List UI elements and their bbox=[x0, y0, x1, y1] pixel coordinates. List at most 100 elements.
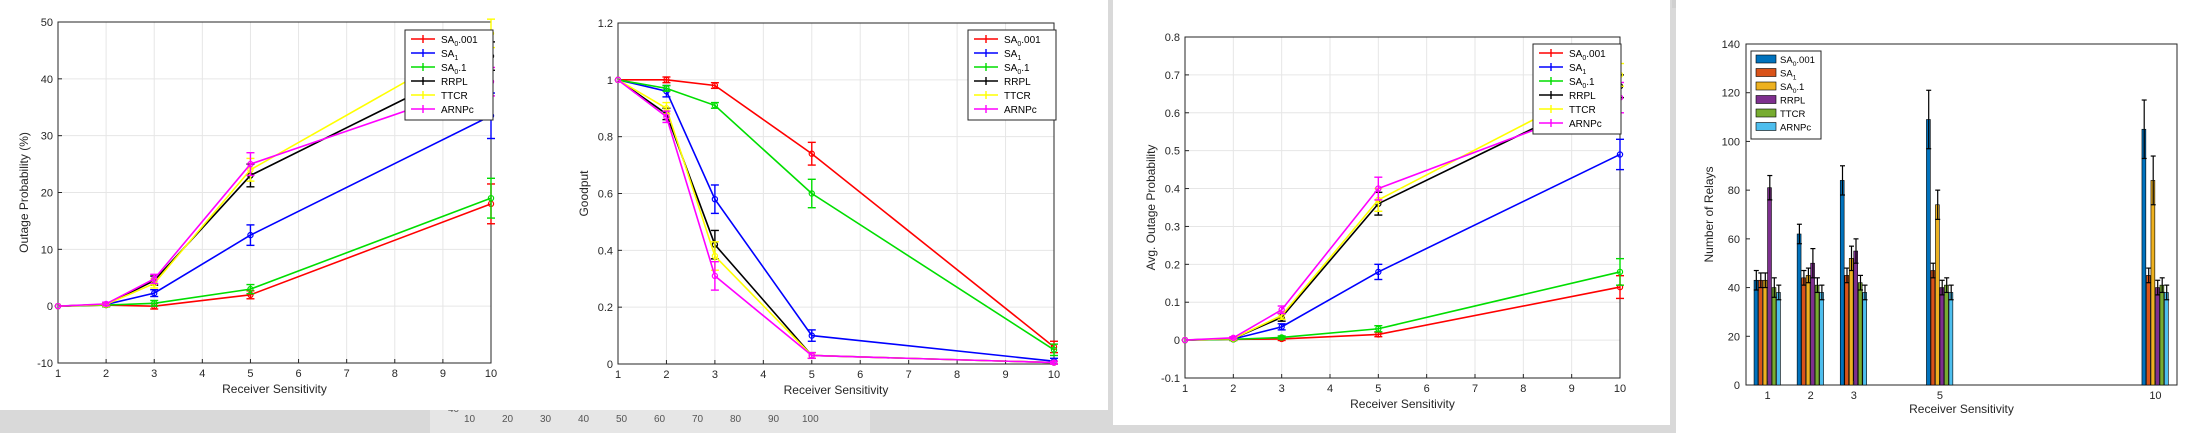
x-tick-label: 8 bbox=[954, 369, 960, 381]
y-tick-label: 0.4 bbox=[598, 245, 613, 257]
bar bbox=[1862, 292, 1867, 386]
legend-label: ARNPc bbox=[1004, 105, 1037, 116]
legend-label: RRPL bbox=[441, 77, 468, 88]
data-point bbox=[663, 113, 670, 120]
data-point bbox=[808, 352, 815, 359]
chart-panel-avg-outage-probability: 1 2 3 4 5 6 7 8 9 10 -0.1 0 0.1 0.2 0.3 0.4 0.5 0.6 0.7 0.8… bbox=[1113, 0, 1670, 425]
data-point bbox=[1181, 336, 1189, 344]
x-axis-label: Receiver Sensitivity bbox=[784, 383, 889, 397]
data-point bbox=[1278, 334, 1285, 341]
data-point bbox=[711, 252, 719, 260]
data-point bbox=[247, 285, 254, 293]
legend-suffix: .001 bbox=[458, 35, 478, 46]
legend-label: SA0.1 bbox=[1569, 77, 1595, 90]
legend-label: ARNPc bbox=[1569, 119, 1602, 130]
legend-label: SA1 bbox=[1569, 63, 1586, 76]
y-tick-label: 0.1 bbox=[1165, 297, 1180, 309]
legend-label: SA0.1 bbox=[1004, 63, 1030, 76]
bar bbox=[1762, 279, 1768, 386]
data-point bbox=[151, 275, 158, 283]
legend-subscript: 1 bbox=[454, 55, 458, 62]
y-tick-label: 0 bbox=[1734, 380, 1740, 392]
legend-label: RRPL bbox=[1780, 96, 1805, 107]
x-tick-label: 8 bbox=[1520, 383, 1526, 395]
ruler-tick-label: 40 bbox=[578, 414, 590, 425]
x-tick-label: 1 bbox=[55, 368, 61, 380]
data-point bbox=[1230, 334, 1237, 342]
legend-suffix: .001 bbox=[1586, 49, 1606, 60]
bar bbox=[1926, 119, 1931, 386]
chart-panel-outage-probability: 1 2 3 4 5 6 7 8 9 10 -10 0 10 20 30 40 50 Receiver Sensit… bbox=[0, 0, 548, 410]
bar bbox=[1776, 292, 1781, 386]
legend-label: ARNPc bbox=[1780, 123, 1811, 134]
legend-label: SA0.001 bbox=[441, 35, 478, 48]
y-tick-label: -0.1 bbox=[1161, 373, 1180, 385]
bar bbox=[1948, 292, 1954, 386]
legend-swatch bbox=[1755, 122, 1777, 131]
x-tick-label: 2 bbox=[1230, 383, 1236, 395]
bar bbox=[1935, 204, 1940, 386]
x-tick-label: 3 bbox=[1851, 390, 1857, 402]
x-tick-label: 4 bbox=[760, 369, 766, 381]
bar bbox=[1819, 292, 1824, 386]
data-point bbox=[1050, 359, 1058, 366]
bar bbox=[1753, 279, 1759, 386]
legend-subscript: 1 bbox=[1582, 69, 1586, 76]
ruler-tick-label: 70 bbox=[692, 414, 704, 425]
legend-label: RRPL bbox=[1569, 91, 1596, 102]
y-tick-label: 100 bbox=[1722, 136, 1740, 148]
bar bbox=[1939, 287, 1945, 386]
bar bbox=[1801, 277, 1806, 386]
x-tick-label: 6 bbox=[1424, 383, 1430, 395]
bar bbox=[1796, 233, 1802, 386]
y-tick-label: 0.3 bbox=[1165, 221, 1180, 233]
data-point bbox=[151, 289, 158, 297]
y-tick-label: 50 bbox=[41, 17, 53, 29]
ruler-tick-label: 80 bbox=[730, 414, 742, 425]
series-2 bbox=[614, 76, 1058, 357]
legend-swatch bbox=[1755, 95, 1777, 104]
ruler-tick-label: 60 bbox=[654, 414, 666, 425]
data-point bbox=[808, 190, 815, 197]
x-tick-label: 9 bbox=[1569, 383, 1575, 395]
x-tick-label: 2 bbox=[103, 368, 109, 380]
data-point bbox=[1278, 306, 1285, 313]
legend-subscript: 0 bbox=[1582, 55, 1586, 62]
x-tick-label: 9 bbox=[440, 368, 446, 380]
series-5 bbox=[614, 76, 1058, 366]
x-tick-label: 5 bbox=[809, 369, 815, 381]
legend-subscript: 0 bbox=[1793, 61, 1797, 68]
data-point bbox=[247, 231, 254, 239]
data-point bbox=[711, 272, 719, 280]
legend-swatch bbox=[1755, 54, 1777, 64]
legend-subscript: 0 bbox=[1582, 83, 1586, 90]
x-tick-label: 3 bbox=[1279, 383, 1285, 395]
legend-suffix: .1 bbox=[1586, 77, 1595, 88]
bar bbox=[1758, 279, 1763, 386]
ruler-tick-label: 20 bbox=[502, 414, 514, 425]
y-tick-label: 0.2 bbox=[598, 302, 613, 314]
legend-label: SA0.001 bbox=[1780, 55, 1815, 68]
bar bbox=[1839, 180, 1845, 386]
bar bbox=[1848, 258, 1854, 386]
legend-swatch bbox=[1755, 81, 1777, 91]
y-tick-label: 0.8 bbox=[1165, 32, 1180, 44]
legend-label: SA1 bbox=[1780, 69, 1797, 82]
ruler-tick-label: 50 bbox=[616, 414, 628, 425]
plot-frame bbox=[1184, 36, 1621, 379]
bar bbox=[2159, 284, 2165, 386]
data-point bbox=[54, 302, 62, 310]
legend-label: RRPL bbox=[1004, 77, 1031, 88]
y-tick-label: 80 bbox=[1728, 185, 1740, 197]
x-tick-label: 1 bbox=[615, 369, 621, 381]
legend-suffix: .1 bbox=[1796, 82, 1804, 93]
y-tick-label: 20 bbox=[41, 188, 53, 200]
x-tick-label: 10 bbox=[1048, 369, 1060, 381]
bar bbox=[1814, 284, 1820, 386]
bar bbox=[2141, 128, 2147, 386]
x-tick-label: 7 bbox=[906, 369, 912, 381]
